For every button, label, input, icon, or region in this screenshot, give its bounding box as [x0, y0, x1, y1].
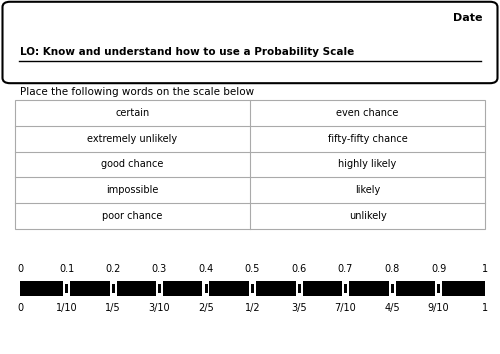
Bar: [437, 284, 440, 293]
Text: unlikely: unlikely: [348, 211, 387, 221]
Bar: [110, 281, 116, 296]
Text: 0.7: 0.7: [338, 264, 353, 274]
Bar: [65, 284, 68, 293]
Bar: [342, 281, 349, 296]
Bar: [158, 284, 161, 293]
Text: LO: Know and understand how to use a Probability Scale: LO: Know and understand how to use a Pro…: [20, 47, 354, 57]
Text: even chance: even chance: [336, 108, 398, 118]
Text: poor chance: poor chance: [102, 211, 162, 221]
FancyBboxPatch shape: [2, 2, 498, 83]
Text: 1/10: 1/10: [56, 303, 78, 313]
Text: Place the following words on the scale below: Place the following words on the scale b…: [20, 87, 254, 97]
Bar: [63, 281, 70, 296]
Text: 7/10: 7/10: [334, 303, 356, 313]
Bar: [296, 281, 302, 296]
Bar: [204, 284, 208, 293]
Text: fifty-fifty chance: fifty-fifty chance: [328, 133, 407, 144]
Text: 3/10: 3/10: [148, 303, 171, 313]
Text: 0.5: 0.5: [245, 264, 260, 274]
Text: 0: 0: [17, 264, 23, 274]
Bar: [202, 281, 209, 296]
Text: highly likely: highly likely: [338, 159, 396, 170]
Text: 0: 0: [17, 303, 23, 313]
Text: 3/5: 3/5: [291, 303, 307, 313]
Text: 1/5: 1/5: [105, 303, 121, 313]
Text: 0.6: 0.6: [292, 264, 306, 274]
Bar: [298, 284, 300, 293]
Bar: [156, 281, 163, 296]
Text: likely: likely: [355, 185, 380, 195]
Bar: [112, 284, 114, 293]
Text: 1/2: 1/2: [244, 303, 260, 313]
Bar: [344, 284, 347, 293]
Text: 1: 1: [482, 303, 488, 313]
Text: certain: certain: [116, 108, 150, 118]
Text: 9/10: 9/10: [428, 303, 450, 313]
Text: 1: 1: [482, 264, 488, 274]
Text: 0.8: 0.8: [384, 264, 400, 274]
Bar: [435, 281, 442, 296]
Text: good chance: good chance: [102, 159, 164, 170]
Text: 0.4: 0.4: [198, 264, 214, 274]
Bar: [390, 284, 394, 293]
Text: impossible: impossible: [106, 185, 158, 195]
Text: 0.3: 0.3: [152, 264, 167, 274]
Bar: [388, 281, 396, 296]
Text: 0.1: 0.1: [59, 264, 74, 274]
Text: 0.9: 0.9: [431, 264, 446, 274]
Bar: [15, 100, 485, 229]
Bar: [249, 281, 256, 296]
Text: 2/5: 2/5: [198, 303, 214, 313]
Text: Date: Date: [453, 13, 482, 23]
Bar: [251, 284, 254, 293]
Text: extremely unlikely: extremely unlikely: [88, 133, 178, 144]
Text: 4/5: 4/5: [384, 303, 400, 313]
Bar: [20, 281, 485, 296]
Text: 0.2: 0.2: [106, 264, 120, 274]
